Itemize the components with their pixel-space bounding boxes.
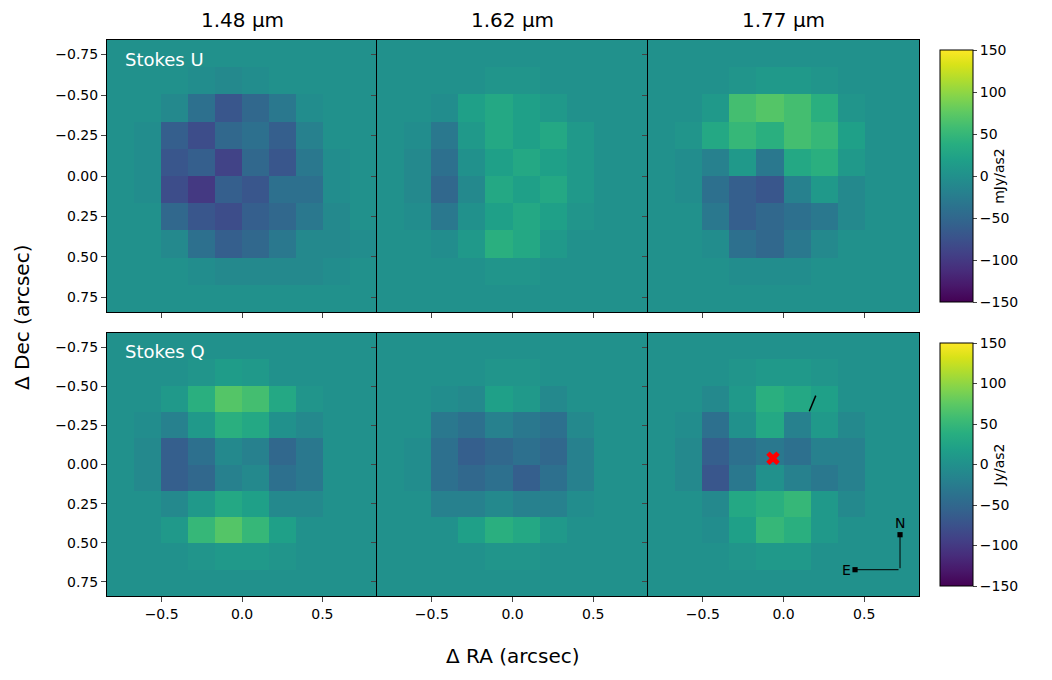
svg-text:0.00: 0.00 <box>67 168 98 184</box>
svg-text:−50: −50 <box>980 210 1010 226</box>
svg-text:0: 0 <box>980 168 989 184</box>
svg-text:mJy/as2: mJy/as2 <box>991 148 1007 204</box>
svg-text:0.5: 0.5 <box>582 606 604 622</box>
svg-text:−0.25: −0.25 <box>55 127 98 143</box>
svg-text:N: N <box>895 515 905 531</box>
svg-text:−0.5: −0.5 <box>415 606 449 622</box>
svg-text:50: 50 <box>980 416 998 432</box>
svg-text:−150: −150 <box>980 294 1018 310</box>
svg-text:0.50: 0.50 <box>67 249 98 265</box>
svg-text:0.0: 0.0 <box>772 606 794 622</box>
svg-text:0.50: 0.50 <box>67 535 98 551</box>
svg-text:150: 150 <box>980 42 1007 58</box>
svg-text:Δ Dec (arcsec): Δ Dec (arcsec) <box>10 245 34 390</box>
svg-text:−0.75: −0.75 <box>55 339 98 355</box>
svg-text:E: E <box>842 562 851 578</box>
svg-text:Stokes U: Stokes U <box>125 49 204 70</box>
svg-text:−0.25: −0.25 <box>55 417 98 433</box>
svg-text:0.5: 0.5 <box>853 606 875 622</box>
svg-text:−0.5: −0.5 <box>145 606 179 622</box>
svg-text:0.0: 0.0 <box>231 606 253 622</box>
svg-text:−50: −50 <box>980 497 1010 513</box>
svg-text:−100: −100 <box>980 537 1018 553</box>
svg-text:−0.50: −0.50 <box>55 378 98 394</box>
svg-text:Jy/as2: Jy/as2 <box>991 444 1007 487</box>
svg-text:−0.50: −0.50 <box>55 87 98 103</box>
svg-text:1.48 μm: 1.48 μm <box>201 8 284 32</box>
svg-text:Stokes Q: Stokes Q <box>125 341 205 362</box>
svg-text:0.5: 0.5 <box>311 606 333 622</box>
svg-text:50: 50 <box>980 126 998 142</box>
svg-text:0: 0 <box>980 456 989 472</box>
svg-text:150: 150 <box>980 335 1007 351</box>
svg-text:1.77 μm: 1.77 μm <box>742 8 825 32</box>
svg-text:100: 100 <box>980 84 1007 100</box>
svg-text:0.00: 0.00 <box>67 456 98 472</box>
svg-text:100: 100 <box>980 375 1007 391</box>
svg-text:−0.75: −0.75 <box>55 46 98 62</box>
svg-text:0.25: 0.25 <box>67 496 98 512</box>
svg-text:1.62 μm: 1.62 μm <box>471 8 554 32</box>
svg-text:0.75: 0.75 <box>67 574 98 590</box>
svg-text:−150: −150 <box>980 578 1018 594</box>
svg-text:−0.5: −0.5 <box>686 606 720 622</box>
svg-text:−100: −100 <box>980 252 1018 268</box>
svg-text:0.0: 0.0 <box>501 606 523 622</box>
svg-text:0.75: 0.75 <box>67 289 98 305</box>
svg-text:Δ RA (arcsec): Δ RA (arcsec) <box>446 644 580 668</box>
svg-text:0.25: 0.25 <box>67 208 98 224</box>
